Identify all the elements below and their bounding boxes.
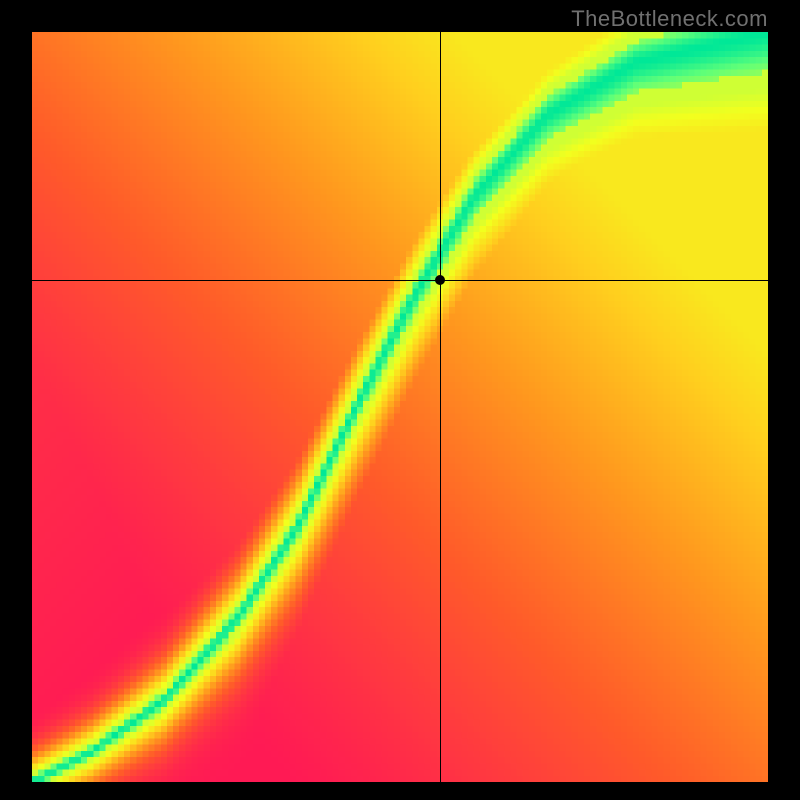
heatmap-canvas [32, 32, 768, 782]
heatmap-plot-area [32, 32, 768, 782]
crosshair-horizontal [32, 280, 768, 281]
crosshair-vertical [440, 32, 441, 782]
watermark-text: TheBottleneck.com [571, 6, 768, 32]
crosshair-marker-dot [435, 275, 445, 285]
